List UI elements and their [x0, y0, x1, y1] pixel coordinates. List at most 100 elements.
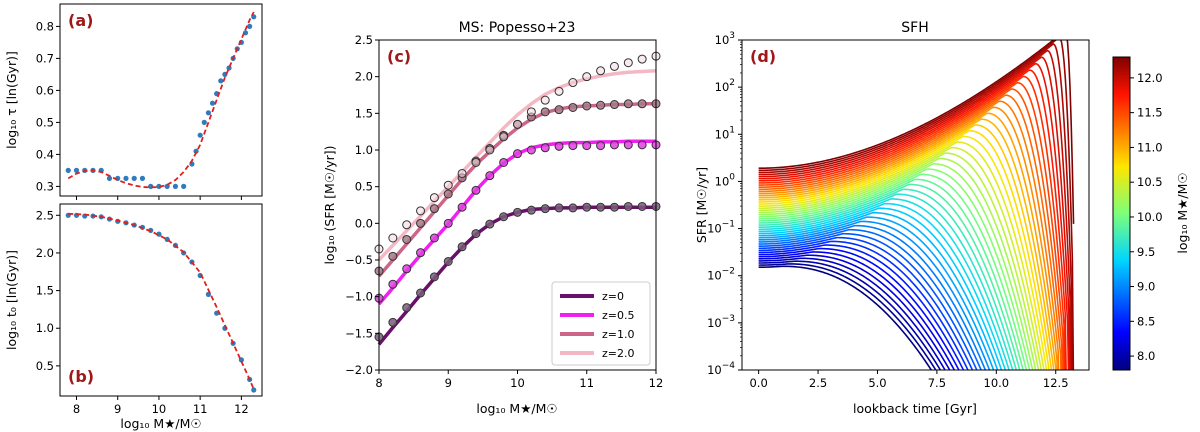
panel-a-ytick-label: 0.6	[36, 83, 54, 97]
panel-c-point	[540, 95, 550, 105]
colorbar-tick-label: 9.0	[1137, 280, 1155, 294]
panel-c-point	[457, 202, 467, 212]
panel-c-legend: z=0 z=0.5 z=1.0 z=2.0	[551, 281, 651, 366]
panel-d-xtick-label: 12.5	[1043, 376, 1069, 390]
panel-c-point	[388, 279, 398, 289]
panel-c-point	[429, 193, 439, 203]
panel-b-xtick-label: 10	[152, 402, 167, 416]
panel-c-point	[457, 168, 467, 178]
panel-c-point	[637, 140, 647, 150]
panel-b-ytick-label: 1.5	[36, 284, 54, 298]
panel-b-y-ticks: 0.5 1.0 1.5 2.0 2.5	[36, 208, 60, 373]
panel-d-sfh-curve	[758, 257, 946, 370]
panel-d-sfh-curve	[758, 202, 1007, 370]
panel-c-xlabel: log₁₀ M★/M☉	[476, 401, 557, 416]
panel-d-sfh-curve	[758, 260, 942, 370]
panel-c-point	[554, 203, 564, 213]
panel-c-point	[609, 100, 619, 110]
panel-c-point	[471, 229, 481, 239]
panel-b-ytick-label: 2.5	[36, 208, 54, 222]
panel-c-xtick-label: 8	[375, 376, 382, 390]
panel-b-xtick-label: 12	[234, 402, 249, 416]
panel-a-point	[123, 175, 129, 181]
panel-d-sfh-curve	[758, 118, 1055, 370]
panel-a-point	[156, 183, 162, 189]
panel-d-sfh-curve	[758, 69, 1067, 370]
panel-c-point	[623, 58, 633, 68]
panel-d-ytick-label: 101	[715, 125, 735, 141]
panel-a-ytick-label: 0.7	[36, 51, 54, 65]
panel-c-point	[582, 101, 592, 111]
panel-d-sfh-curve	[758, 216, 995, 370]
panel-d-sfh-curve	[758, 211, 999, 370]
panel-c-ytick-label: 0.5	[355, 180, 373, 194]
panel-c-point	[416, 218, 426, 228]
panel-c-point	[582, 141, 592, 151]
panel-b-frame	[59, 203, 263, 397]
panel-c-point	[609, 140, 619, 150]
panel-a-ytick-label: 0.4	[36, 147, 54, 161]
panel-b-fit-line	[68, 212, 255, 390]
panel-d-xtick-label: 7.5	[928, 376, 946, 390]
panel-d-sfh-curve	[758, 88, 1064, 370]
panel-c-point	[582, 202, 592, 212]
panel-c-point	[623, 201, 633, 211]
panel-c-point	[554, 105, 564, 115]
panel-c-y-ticks: −2.0 −1.5 −1.0 −0.5 0.0 0.5 1.0 1.5 2.0 2.5	[345, 33, 379, 377]
panel-c-point	[582, 72, 592, 82]
legend-entry: z=2.0	[602, 347, 634, 360]
panel-d-sfh-curve	[758, 124, 1053, 370]
panel-c-xtick-label: 10	[510, 376, 525, 390]
panel-c-point	[429, 233, 439, 243]
panel-c-point	[402, 234, 412, 244]
panel-c-point	[457, 242, 467, 252]
panel-c-point	[568, 141, 578, 151]
panel-a-point	[205, 110, 212, 116]
panel-d-sfh-curve	[758, 220, 991, 370]
panel-b-x-ticks: 8 9 10 11 12	[73, 396, 249, 416]
panel-d-y-ticks: 10−4 10−3 10−2 10−1 100 101 102 103	[707, 31, 742, 377]
panel-a-point	[201, 119, 207, 125]
panel-d-sfh-curve	[758, 168, 1031, 370]
panel-d-sfh-curve	[758, 254, 951, 370]
panel-c-point	[416, 206, 426, 216]
panel-c-ytick-label: 2.5	[355, 33, 373, 47]
colorbar-tick-label: 10.5	[1137, 175, 1163, 189]
panel-d-sfh-curve	[758, 94, 1062, 370]
colorbar-tick-label: 12.0	[1137, 71, 1163, 85]
panel-c-point	[526, 205, 536, 215]
panel-c-point	[388, 251, 398, 261]
panel-c-ytick-label: −2.0	[345, 363, 373, 377]
panel-d-sfh-curve	[758, 43, 1073, 370]
panel-c-point	[609, 61, 619, 71]
panel-c-point	[637, 201, 647, 211]
panel-d-sfh-curve	[758, 198, 1010, 370]
panel-b-xtick-label: 9	[114, 402, 121, 416]
panel-d-sfh-curve	[758, 228, 982, 370]
panel-d-sfh-curve	[758, 75, 1066, 370]
panel-a-point	[73, 167, 80, 173]
panel-c-ylabel: log₁₀ (SFR [M☉/yr])	[322, 145, 337, 264]
panel-b-xtick-label: 8	[73, 402, 80, 416]
panel-c-point	[388, 233, 398, 243]
panel-c-point	[623, 140, 633, 150]
panel-c-curve-z=2.0	[377, 69, 657, 262]
panel-d-sfh-curve	[758, 157, 1037, 370]
panel-d-sfh-curve	[758, 81, 1065, 370]
panel-d-sfh-curve	[758, 112, 1057, 370]
panel-a-point	[106, 175, 113, 181]
panel-c-point	[568, 78, 578, 88]
panel-d-label: (d)	[750, 47, 776, 66]
panel-d-sfh-curve	[758, 40, 1075, 370]
colorbar: 8.0 8.5 9.0 9.5 10.0 10.5 11.0 11.5 12.0 log₁₀ M…	[1112, 56, 1190, 371]
colorbar-label: log₁₀ M★/M☉	[1175, 172, 1190, 253]
colorbar-tick-label: 11.0	[1137, 140, 1163, 154]
panel-c-point	[402, 264, 412, 274]
colorbar-tick-label: 9.5	[1137, 245, 1155, 259]
panel-b-xlabel: log₁₀ M★/M☉	[120, 416, 201, 431]
panel-d-xtick-label: 2.5	[809, 376, 827, 390]
panel-a-point	[209, 100, 216, 106]
panel-d-ylabel: SFR [M☉/yr]	[694, 167, 709, 243]
panel-a-ytick-label: 0.8	[36, 19, 54, 33]
panel-a-fit-line	[67, 11, 255, 189]
